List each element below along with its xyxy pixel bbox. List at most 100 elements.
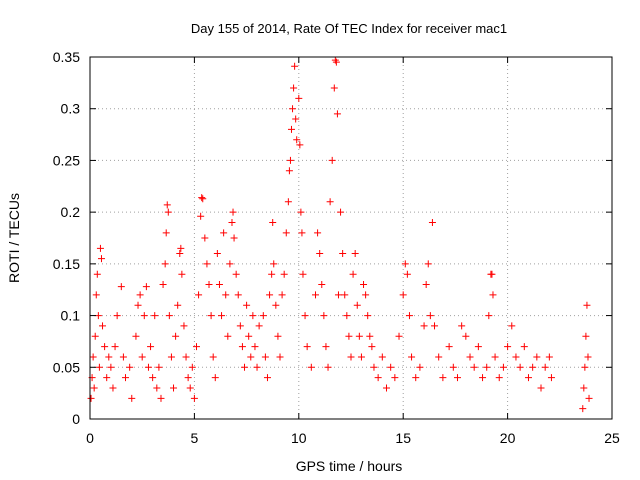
data-point [222,291,230,299]
data-point [351,250,359,258]
data-point [195,291,203,299]
data-point [229,208,237,216]
data-point [211,374,219,382]
data-point [203,260,211,268]
data-point [295,94,303,102]
data-point [483,363,491,371]
data-point [529,363,537,371]
data-point [236,322,244,330]
data-point [263,374,271,382]
data-point [278,291,286,299]
data-point [420,322,428,330]
data-point [218,312,226,320]
data-point [488,270,496,278]
data-point [121,374,129,382]
data-point [585,394,593,402]
data-point [249,312,257,320]
data-point [205,281,213,289]
data-point [412,374,420,382]
data-point [297,208,305,216]
data-point [117,283,125,291]
data-point [296,141,304,149]
data-point [387,363,395,371]
data-point [355,332,363,340]
data-point [286,156,294,164]
data-point [307,363,315,371]
data-point [520,343,528,351]
data-point [284,198,292,206]
data-point [91,332,99,340]
data-point [362,291,370,299]
data-point [422,281,430,289]
data-point [259,312,267,320]
data-point [157,394,165,402]
data-point [579,405,587,413]
data-point [128,394,136,402]
data-point [170,384,178,392]
data-point [165,312,173,320]
data-point [220,229,228,237]
data-point [247,353,255,361]
data-point [89,353,97,361]
data-point [370,363,378,371]
y-axis-label: ROTI / TECUs [6,193,22,283]
x-tick-label: 10 [291,430,307,446]
data-point [431,322,439,330]
data-point [416,363,424,371]
data-point [405,312,413,320]
data-point [339,250,347,258]
data-point [328,156,336,164]
data-point [391,374,399,382]
data-point [207,312,215,320]
data-point [232,270,240,278]
chart-title: Day 155 of 2014, Rate Of TEC Index for r… [191,21,507,36]
data-point [474,343,482,351]
y-tick-label: 0.15 [53,256,80,272]
data-point [292,115,300,123]
x-tick-label: 15 [395,430,411,446]
data-point [403,270,411,278]
data-point [357,353,365,361]
data-point [516,363,524,371]
data-point [272,301,280,309]
data-point [213,250,221,258]
y-tick-label: 0.3 [61,101,81,117]
data-point [470,363,478,371]
data-point [545,353,553,361]
y-tick-label: 0.05 [53,359,80,375]
data-point [453,374,461,382]
data-point [399,291,407,299]
data-point [289,105,297,113]
data-point [261,353,269,361]
data-point [547,374,555,382]
data-point [136,291,144,299]
data-point [364,312,372,320]
data-point [215,281,223,289]
data-point [378,353,386,361]
data-point [320,312,328,320]
data-point [274,332,282,340]
data-point [439,374,447,382]
data-point [334,291,342,299]
data-point [159,281,167,289]
data-point [382,384,390,392]
data-point [524,374,532,382]
data-point [424,260,432,268]
data-point [337,208,345,216]
data-point [583,301,591,309]
data-point [93,270,101,278]
data-point [147,343,155,351]
data-point [144,363,152,371]
data-point [489,291,497,299]
data-point [163,201,171,209]
data-point [138,353,146,361]
data-point [167,353,175,361]
data-point [343,312,351,320]
data-point [209,353,217,361]
y-tick-label: 0.25 [53,152,80,168]
data-point [504,343,512,351]
data-point [582,332,590,340]
data-point [280,270,288,278]
data-point [176,250,184,258]
data-point [584,353,592,361]
